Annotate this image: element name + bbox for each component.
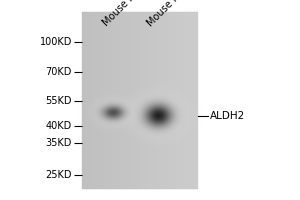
- Text: 35KD: 35KD: [46, 138, 72, 148]
- Text: 40KD: 40KD: [46, 121, 72, 131]
- Text: 70KD: 70KD: [46, 67, 72, 77]
- Text: Mouse lung: Mouse lung: [101, 0, 148, 28]
- Text: 25KD: 25KD: [46, 170, 72, 180]
- Bar: [82, 12, 198, 188]
- Text: ALDH2: ALDH2: [210, 111, 245, 121]
- Text: 100KD: 100KD: [40, 37, 72, 47]
- Text: Mouse liver: Mouse liver: [145, 0, 192, 28]
- Text: 55KD: 55KD: [46, 96, 72, 106]
